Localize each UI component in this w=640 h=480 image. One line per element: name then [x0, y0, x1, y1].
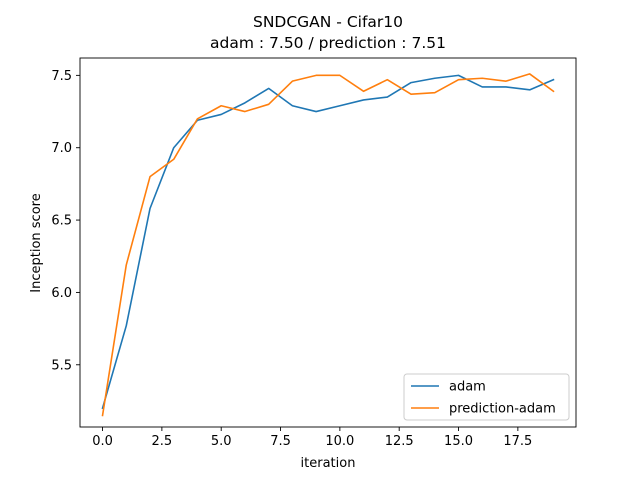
chart-title: SNDCGAN - Cifar10	[253, 13, 403, 31]
x-tick-label: 17.5	[503, 434, 532, 449]
x-tick-label: 7.5	[270, 434, 291, 449]
axes-frame	[79, 57, 577, 428]
legend-label-prediction-adam: prediction-adam	[449, 402, 556, 417]
y-tick-label: 7.0	[51, 141, 72, 156]
y-tick-label: 7.5	[51, 69, 72, 84]
x-tick-label: 2.5	[152, 434, 173, 449]
x-tick-label: 0.0	[92, 434, 113, 449]
y-tick-label: 6.0	[51, 286, 72, 301]
y-tick-label: 5.5	[51, 358, 72, 373]
chart-subtitle: adam : 7.50 / prediction : 7.51	[210, 34, 446, 52]
x-tick-label: 10.0	[325, 434, 354, 449]
legend-label-adam: adam	[449, 380, 486, 395]
plot-area: 0.0 2.5 5.0 7.5 10.0 12.5 15.0 17.5 5.5 6.0 6.5 7.0…	[51, 57, 577, 449]
x-tick-label: 15.0	[444, 434, 473, 449]
y-tick-label: 6.5	[51, 214, 72, 229]
y-axis-label: Inception score	[29, 193, 44, 292]
x-axis-label: iteration	[301, 456, 356, 471]
legend-box	[403, 373, 570, 421]
series-line-adam	[101, 74, 555, 410]
x-tick-label: 12.5	[385, 434, 414, 449]
series-line-prediction-adam	[101, 73, 555, 417]
x-tick-label: 5.0	[211, 434, 232, 449]
